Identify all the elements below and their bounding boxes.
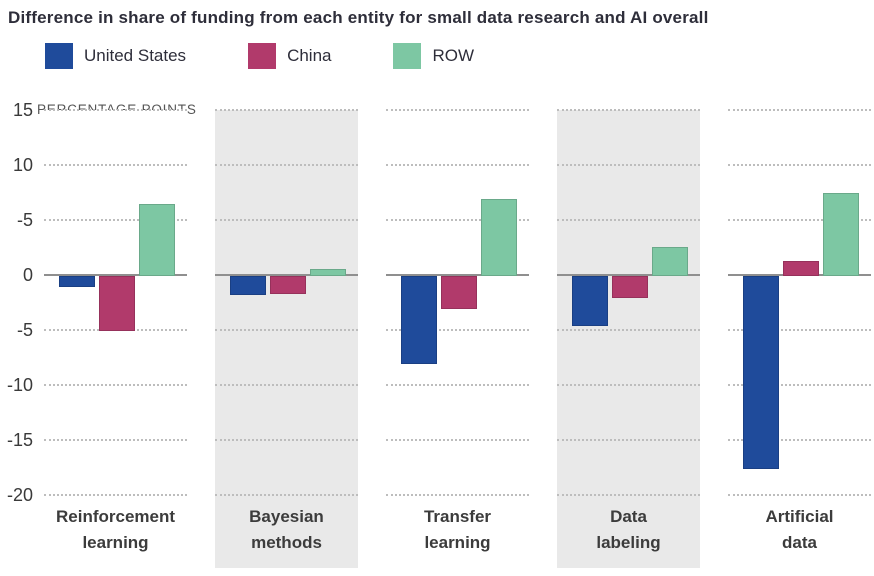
gridline-5 [44, 219, 187, 221]
gridline-10 [215, 164, 358, 166]
gridline-10 [44, 164, 187, 166]
legend-label-china: China [287, 46, 332, 65]
gridline--15 [386, 439, 529, 441]
zero-axis-line [386, 274, 529, 276]
gridline--20 [386, 494, 529, 496]
gridline-10 [728, 164, 871, 166]
legend-swatch-china-icon [248, 43, 277, 69]
category-label-reinforcement-learning: Reinforcement learning [44, 504, 187, 556]
gridline--5 [386, 329, 529, 331]
gridline--20 [557, 494, 700, 496]
bar-united-states-data-labeling [572, 276, 608, 326]
gridline--20 [44, 494, 187, 496]
category-label-line: Data [610, 507, 647, 526]
category-label-line: labeling [596, 533, 661, 552]
gridline--10 [728, 384, 871, 386]
gridline--15 [44, 439, 187, 441]
category-label-line: Bayesian [249, 507, 324, 526]
category-group-transfer-learning: Transfer learning [386, 109, 529, 568]
bar-china-bayesian-methods [270, 276, 306, 294]
gridline-10 [386, 164, 529, 166]
gridline--20 [215, 494, 358, 496]
legend-swatch-row-icon [393, 43, 422, 69]
bar-united-states-reinforcement-learning [59, 276, 95, 287]
gridline--10 [557, 384, 700, 386]
gridline-5 [728, 219, 871, 221]
bar-row-transfer-learning [481, 199, 517, 276]
category-label-line: learning [82, 533, 149, 552]
category-group-artificial-data: Artificial data [728, 109, 871, 568]
gridline-10 [557, 164, 700, 166]
bar-united-states-transfer-learning [401, 276, 437, 364]
category-label-bayesian-methods: Bayesian methods [215, 504, 358, 556]
gridline--5 [215, 329, 358, 331]
gridline-15 [44, 109, 187, 111]
gridline--20 [728, 494, 871, 496]
bar-row-bayesian-methods [310, 269, 346, 276]
category-label-data-labeling: Data labeling [557, 504, 700, 556]
y-tick-15: 15 [12, 100, 33, 120]
legend: United States China ROW [45, 43, 474, 69]
y-tick-neg10: -10 [6, 375, 33, 395]
gridline--10 [215, 384, 358, 386]
category-label-line: Reinforcement [55, 507, 176, 526]
legend-swatch-united-states-icon [45, 43, 73, 69]
category-label-line: Artificial [765, 507, 834, 526]
gridline-5 [557, 219, 700, 221]
legend-item-china: China [248, 43, 331, 69]
zero-axis-line [557, 274, 700, 276]
y-tick-5: -5 [16, 210, 33, 230]
y-tick-0: 0 [22, 265, 33, 285]
y-axis: 15 10 -5 0 -5 -10 -15 -20 [0, 0, 44, 576]
category-label-line: Transfer [423, 507, 492, 526]
category-label-line: learning [424, 533, 491, 552]
bar-united-states-artificial-data [743, 276, 779, 469]
category-group-data-labeling: Data labeling [557, 109, 700, 568]
zero-axis-line [215, 274, 358, 276]
gridline--15 [728, 439, 871, 441]
gridline--10 [44, 384, 187, 386]
chart-title: Difference in share of funding from each… [8, 8, 709, 27]
bar-united-states-bayesian-methods [230, 276, 266, 295]
bar-row-reinforcement-learning [139, 204, 175, 276]
bar-row-data-labeling [652, 247, 688, 276]
legend-item-row: ROW [393, 43, 474, 69]
gridline--15 [557, 439, 700, 441]
y-tick-neg5: -5 [16, 320, 33, 340]
gridline--15 [215, 439, 358, 441]
gridline-15 [728, 109, 871, 111]
bar-china-artificial-data [783, 261, 819, 276]
legend-item-united-states: United States [45, 43, 186, 69]
y-tick-neg20: -20 [6, 485, 33, 505]
y-tick-neg15: -15 [6, 430, 33, 450]
category-label-line: methods [251, 533, 322, 552]
zero-axis-line [44, 274, 187, 276]
gridline-15 [215, 109, 358, 111]
gridline-15 [557, 109, 700, 111]
gridline--5 [557, 329, 700, 331]
category-label-transfer-learning: Transfer learning [386, 504, 529, 556]
bar-china-reinforcement-learning [99, 276, 135, 331]
gridline-5 [386, 219, 529, 221]
legend-label-row: ROW [432, 46, 475, 65]
gridline-5 [215, 219, 358, 221]
legend-label-united-states: United States [84, 46, 187, 65]
category-group-reinforcement-learning: Reinforcement learning [44, 109, 187, 568]
category-label-artificial-data: Artificial data [728, 504, 871, 556]
gridline--5 [728, 329, 871, 331]
bar-row-artificial-data [823, 193, 859, 276]
bar-china-data-labeling [612, 276, 648, 298]
gridline--10 [386, 384, 529, 386]
y-tick-10: 10 [12, 155, 33, 175]
bar-china-transfer-learning [441, 276, 477, 309]
gridline-15 [386, 109, 529, 111]
category-group-bayesian-methods: Bayesian methods [215, 109, 358, 568]
plot-area: Reinforcement learning Bayesian methods Tran… [44, 109, 871, 568]
category-label-line: data [782, 533, 817, 552]
